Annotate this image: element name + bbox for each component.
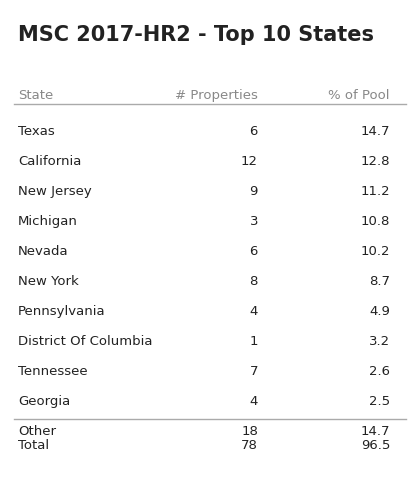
Text: % of Pool: % of Pool: [328, 89, 390, 102]
Text: 14.7: 14.7: [360, 125, 390, 138]
Text: 7: 7: [249, 365, 258, 378]
Text: 1: 1: [249, 335, 258, 348]
Text: 4: 4: [249, 305, 258, 318]
Text: 4: 4: [249, 395, 258, 408]
Text: # Properties: # Properties: [175, 89, 258, 102]
Text: District Of Columbia: District Of Columbia: [18, 335, 152, 348]
Text: Texas: Texas: [18, 125, 55, 138]
Text: 11.2: 11.2: [360, 185, 390, 198]
Text: MSC 2017-HR2 - Top 10 States: MSC 2017-HR2 - Top 10 States: [18, 25, 374, 45]
Text: 2.6: 2.6: [369, 365, 390, 378]
Text: 78: 78: [241, 439, 258, 452]
Text: 12.8: 12.8: [360, 155, 390, 168]
Text: State: State: [18, 89, 53, 102]
Text: 6: 6: [249, 125, 258, 138]
Text: 18: 18: [241, 425, 258, 438]
Text: 12: 12: [241, 155, 258, 168]
Text: 6: 6: [249, 245, 258, 258]
Text: New York: New York: [18, 275, 79, 288]
Text: 3.2: 3.2: [369, 335, 390, 348]
Text: 9: 9: [249, 185, 258, 198]
Text: 96.5: 96.5: [361, 439, 390, 452]
Text: 4.9: 4.9: [369, 305, 390, 318]
Text: Total: Total: [18, 439, 49, 452]
Text: Pennsylvania: Pennsylvania: [18, 305, 105, 318]
Text: Georgia: Georgia: [18, 395, 70, 408]
Text: California: California: [18, 155, 81, 168]
Text: Michigan: Michigan: [18, 215, 78, 228]
Text: 10.2: 10.2: [360, 245, 390, 258]
Text: 14.7: 14.7: [360, 425, 390, 438]
Text: Other: Other: [18, 425, 56, 438]
Text: 3: 3: [249, 215, 258, 228]
Text: 10.8: 10.8: [361, 215, 390, 228]
Text: Tennessee: Tennessee: [18, 365, 88, 378]
Text: Nevada: Nevada: [18, 245, 68, 258]
Text: 8: 8: [249, 275, 258, 288]
Text: New Jersey: New Jersey: [18, 185, 92, 198]
Text: 2.5: 2.5: [369, 395, 390, 408]
Text: 8.7: 8.7: [369, 275, 390, 288]
